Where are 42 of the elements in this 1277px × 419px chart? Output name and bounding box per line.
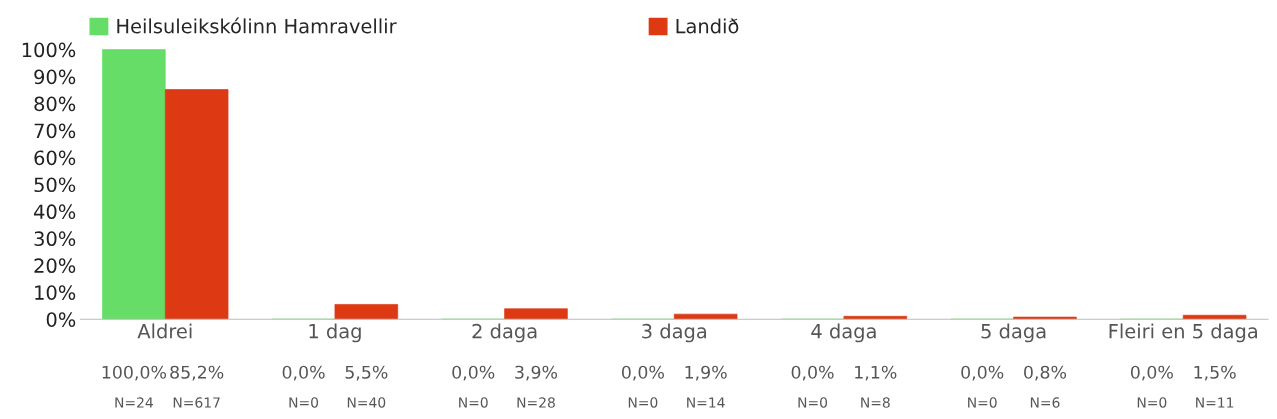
y-tick-label: 90% <box>34 69 76 85</box>
bar <box>102 49 166 320</box>
bar <box>1013 316 1077 320</box>
bar <box>164 89 229 320</box>
y-tick-label: 60% <box>34 150 76 166</box>
y-tick-label: 30% <box>34 231 76 247</box>
y-tick-label: 20% <box>34 258 76 274</box>
legend-label: Landið <box>676 18 739 34</box>
bar <box>1182 314 1247 320</box>
data-label: 100,0% N=24 <box>102 365 167 408</box>
bar <box>673 313 738 320</box>
data-label: 85,2% N=617 <box>170 365 224 408</box>
data-label: 0,0% N=0 <box>452 365 495 408</box>
data-label: 1,1% N=8 <box>855 365 897 408</box>
y-tick-label: 50% <box>34 177 76 193</box>
x-tick-label: 4 daga <box>811 323 876 343</box>
y-tick-label: 80% <box>34 96 76 112</box>
y-tick-label: 10% <box>35 285 76 300</box>
x-tick-label: 2 daga <box>472 323 537 343</box>
y-tick-label: 100% <box>22 42 76 58</box>
legend-label: Heilsuleikskólinn Hamravellir <box>117 17 397 34</box>
x-tick-label: 1 dag <box>309 323 361 343</box>
y-tick-label: 40% <box>34 204 76 220</box>
x-tick-label: 3 daga <box>642 323 707 343</box>
data-label: 0,0% N=0 <box>621 365 664 408</box>
data-label: 1,5% N=11 <box>1194 365 1236 408</box>
bar <box>504 308 568 320</box>
bar <box>334 304 399 320</box>
data-label: 0,8% N=6 <box>1024 365 1067 408</box>
data-label: 1,9% N=14 <box>685 365 727 408</box>
data-label: 0,0% N=0 <box>1130 365 1173 408</box>
data-label: 3,9% N=28 <box>515 365 558 408</box>
x-tick-label: Fleiri en 5 daga <box>1109 323 1257 343</box>
y-tick-label: 0% <box>46 312 76 327</box>
x-tick-label: 5 daga <box>981 323 1046 343</box>
bar <box>843 315 908 320</box>
data-label: 0,0% N=0 <box>791 365 834 408</box>
data-label: 0,0% N=0 <box>961 365 1004 408</box>
y-tick-label: 70% <box>34 123 76 139</box>
x-tick-label: Aldrei <box>137 323 192 339</box>
data-label: 0,0% N=0 <box>282 365 325 408</box>
data-label: 5,5% N=40 <box>345 365 388 408</box>
